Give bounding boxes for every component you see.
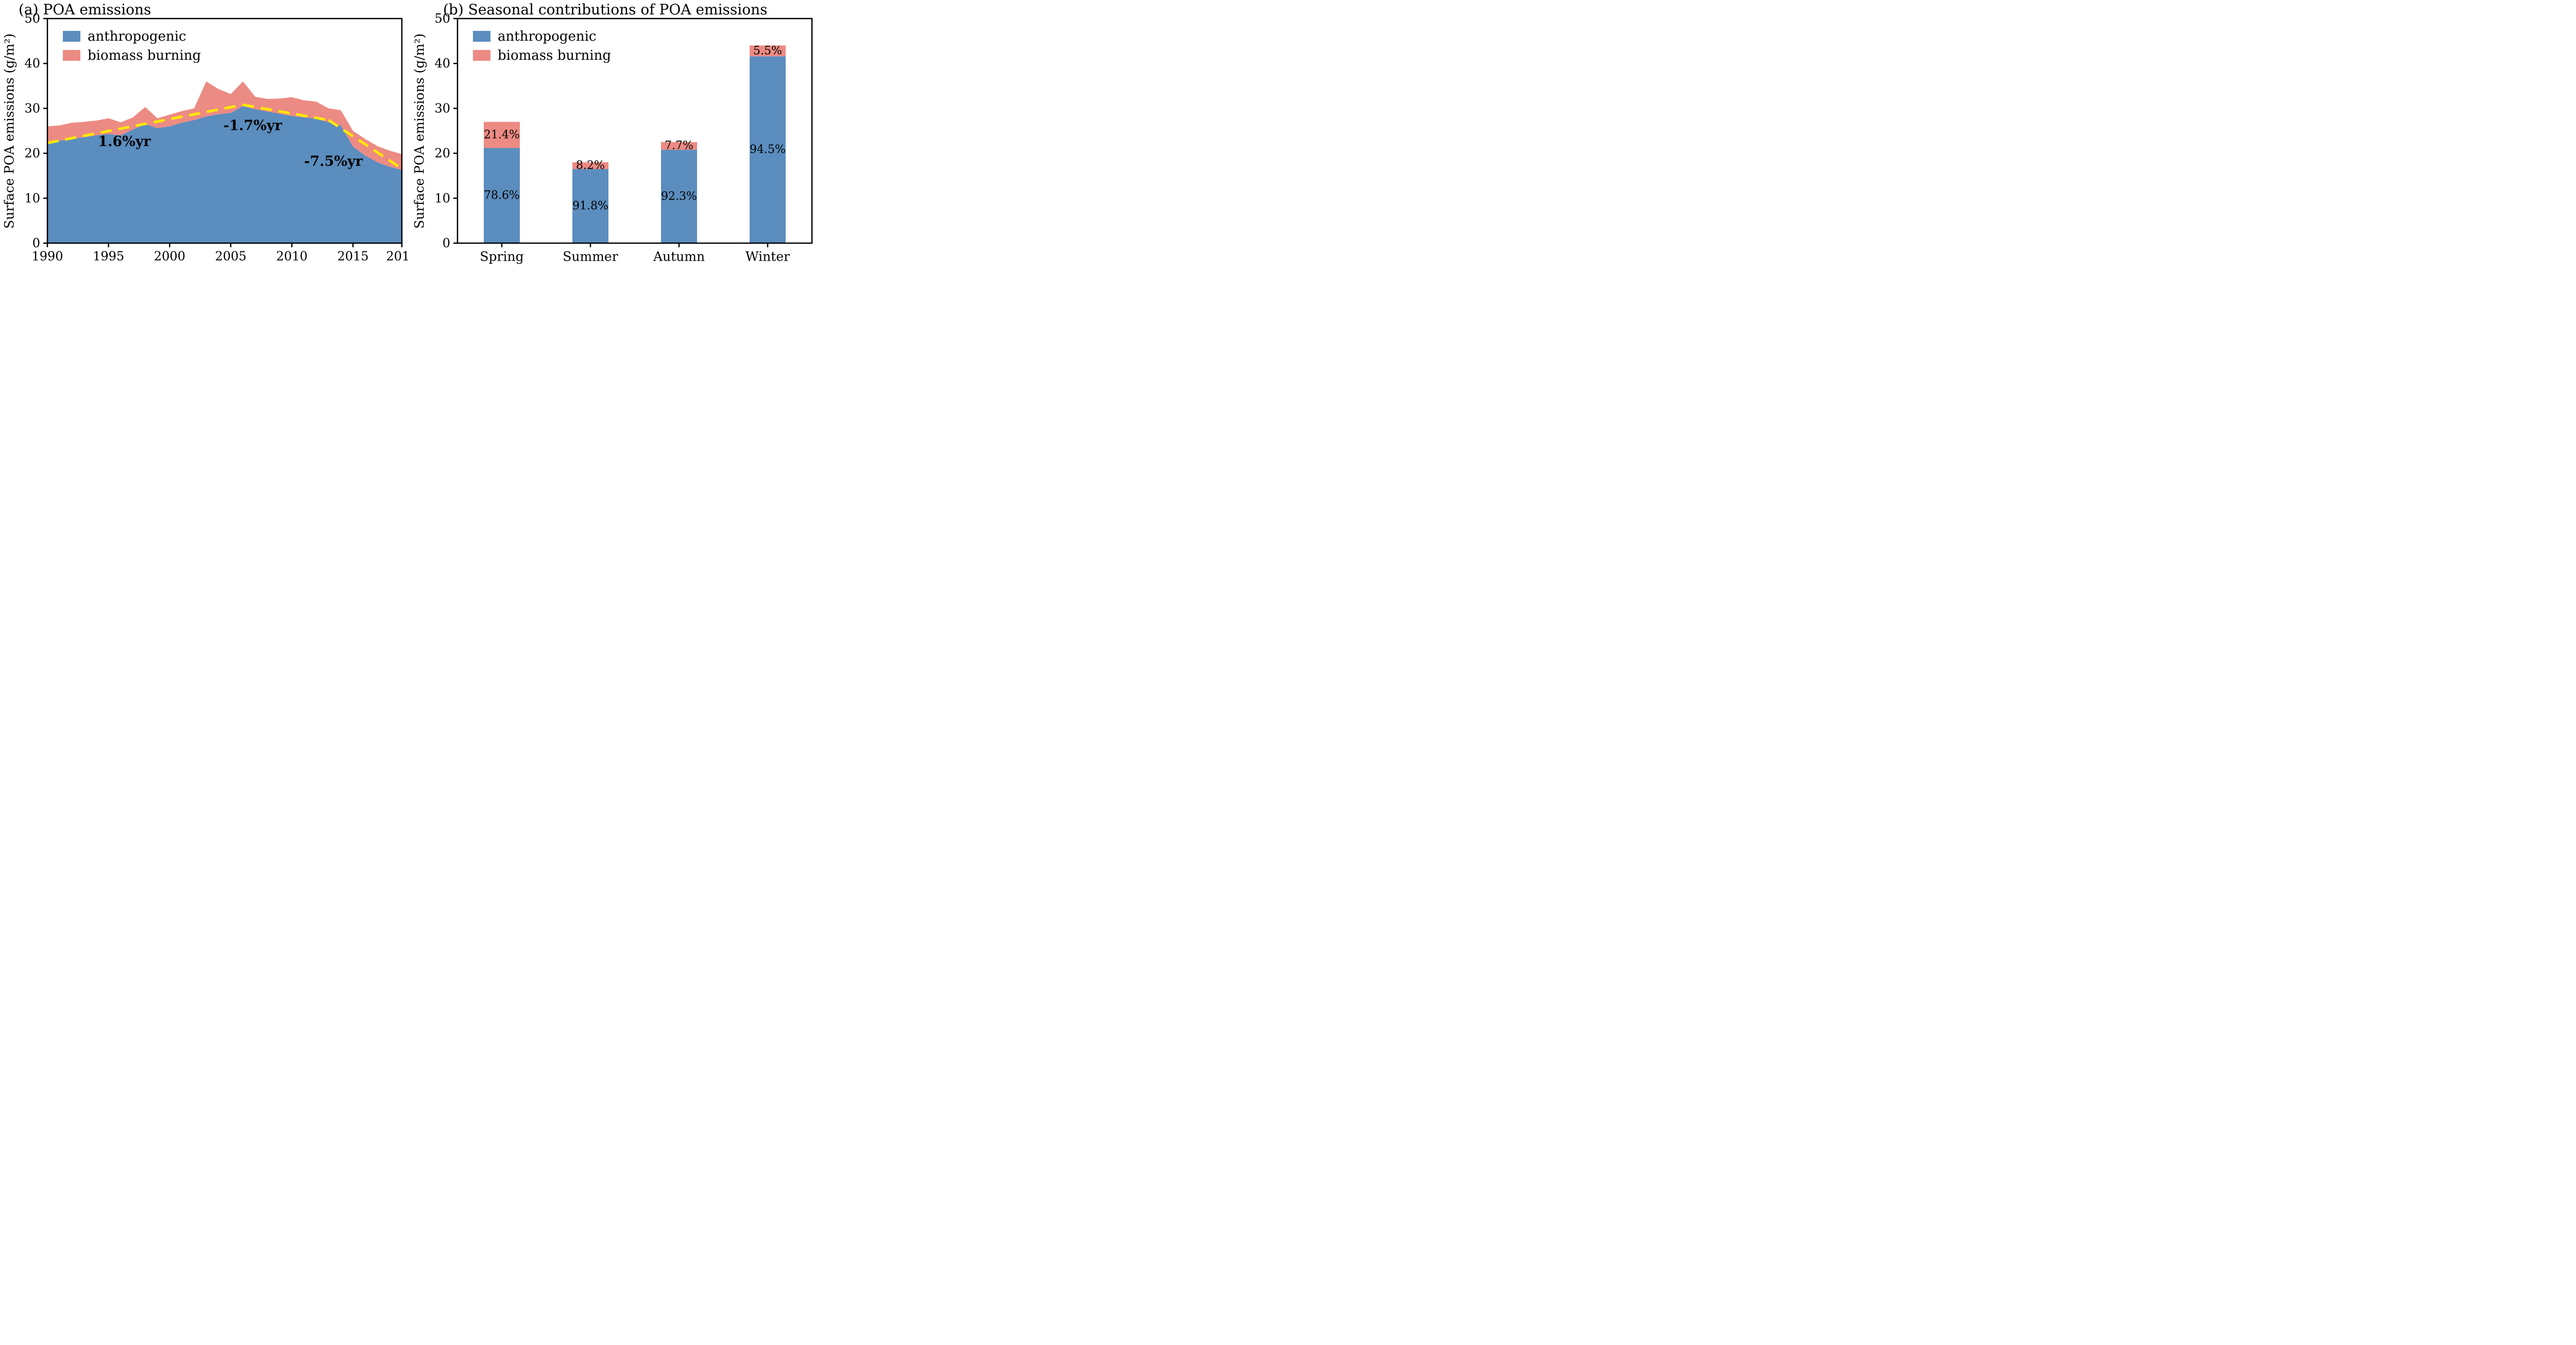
legend-item-anthropogenic: anthropogenic	[473, 27, 611, 46]
trend-line	[47, 103, 244, 144]
x-tick-label: 1990	[31, 249, 63, 264]
legend-item-anthropogenic: anthropogenic	[63, 27, 201, 46]
legend-label-biomass-burning: biomass burning	[498, 47, 611, 63]
legend-label-anthropogenic: anthropogenic	[88, 28, 187, 44]
legend-item-biomass-burning: biomass burning	[473, 46, 611, 65]
x-tick-label: 2010	[276, 249, 308, 264]
trend-rate-label: 1.6%yr	[98, 134, 151, 150]
axes-box	[46, 18, 403, 244]
percent-label-biomass-burning: 5.5%	[753, 44, 782, 57]
panel-b-title: (b) Seasonal contributions of POA emissi…	[443, 1, 768, 18]
y-tick-label: 10	[24, 191, 40, 206]
bar-anthropogenic	[484, 148, 520, 243]
legend-label-anthropogenic: anthropogenic	[498, 28, 597, 44]
y-tick-label: 10	[434, 191, 450, 206]
percent-label-biomass-burning: 8.2%	[576, 159, 605, 172]
percent-label-anthropogenic: 92.3%	[661, 190, 697, 203]
percent-label-anthropogenic: 78.6%	[484, 189, 520, 202]
anthropogenic-swatch-icon	[63, 31, 80, 42]
percent-label-anthropogenic: 91.8%	[572, 200, 608, 213]
axes-box	[456, 18, 813, 244]
y-tick-label: 20	[24, 146, 40, 161]
y-tick-label: 30	[24, 101, 40, 115]
legend-item-biomass-burning: biomass burning	[63, 46, 201, 65]
y-tick-label: 40	[434, 56, 450, 71]
bar-biomass-burning	[572, 162, 608, 169]
area-biomass-burning	[47, 81, 402, 170]
x-tick-label: 2000	[154, 249, 185, 264]
x-tick-label: 2005	[215, 249, 246, 264]
x-tick-label: 2015	[337, 249, 369, 264]
bar-anthropogenic	[750, 56, 786, 244]
panel-b: 78.6% 21.4% 91.8% 8.2% 92.3% 7.7% 94.5% 5.5% 0 10…	[410, 0, 820, 269]
biomass-burning-swatch-icon	[473, 50, 490, 61]
y-tick-label: 50	[434, 11, 450, 26]
bar-biomass-burning	[661, 142, 697, 150]
figure-poa-emissions: 1.6%yr -1.7%yr -7.5%yr 0 10 20 30 40 50 1990 1995 2…	[0, 0, 820, 269]
y-tick-label: 0	[443, 236, 450, 250]
panel-a: 1.6%yr -1.7%yr -7.5%yr 0 10 20 30 40 50 1990 1995 2…	[0, 0, 411, 269]
area-chart-poa-emissions: 1.6%yr -1.7%yr -7.5%yr 0 10 20 30 40 50 1990 1995 2…	[24, 11, 410, 264]
panel-a-y-axis-label: Surface POA emissions (g/m²)	[2, 33, 17, 229]
x-tick-label: Autumn	[653, 249, 705, 264]
percent-label-anthropogenic: 94.5%	[750, 143, 786, 156]
trend-rate-label: -1.7%yr	[224, 117, 283, 133]
x-tick-label: 1995	[93, 249, 124, 264]
trend-line	[328, 118, 403, 170]
y-tick-label: 30	[434, 101, 450, 115]
y-tick-label: 0	[32, 236, 40, 250]
bar-biomass-burning	[750, 45, 786, 57]
anthropogenic-swatch-icon	[473, 31, 490, 42]
legend-label-biomass-burning: biomass burning	[88, 47, 201, 63]
x-tick-label: Spring	[480, 249, 523, 264]
panel-b-y-axis-label: Surface POA emissions (g/m²)	[412, 33, 427, 229]
y-tick-label: 40	[24, 56, 40, 71]
area-anthropogenic	[47, 106, 402, 244]
trend-rate-label: -7.5%yr	[304, 154, 363, 169]
x-tick-label: Winter	[745, 249, 790, 264]
bar-anthropogenic	[661, 149, 697, 243]
percent-label-biomass-burning: 7.7%	[665, 140, 693, 152]
x-tick-label: Summer	[563, 249, 618, 264]
biomass-burning-swatch-icon	[63, 50, 80, 61]
panel-a-legend: anthropogenic biomass burning	[63, 27, 201, 65]
panel-a-title: (a) POA emissions	[19, 1, 151, 18]
bar-biomass-burning	[484, 122, 520, 148]
percent-label-biomass-burning: 21.4%	[484, 128, 520, 141]
y-tick-label: 20	[434, 146, 450, 161]
y-tick-label: 50	[24, 11, 40, 26]
x-tick-label: 2019	[386, 249, 410, 264]
bar-chart-seasonal-contributions: 78.6% 21.4% 91.8% 8.2% 92.3% 7.7% 94.5% 5.5% 0 10…	[434, 11, 813, 264]
trend-line	[243, 103, 329, 122]
panel-b-legend: anthropogenic biomass burning	[473, 27, 611, 65]
bar-anthropogenic	[572, 169, 608, 243]
